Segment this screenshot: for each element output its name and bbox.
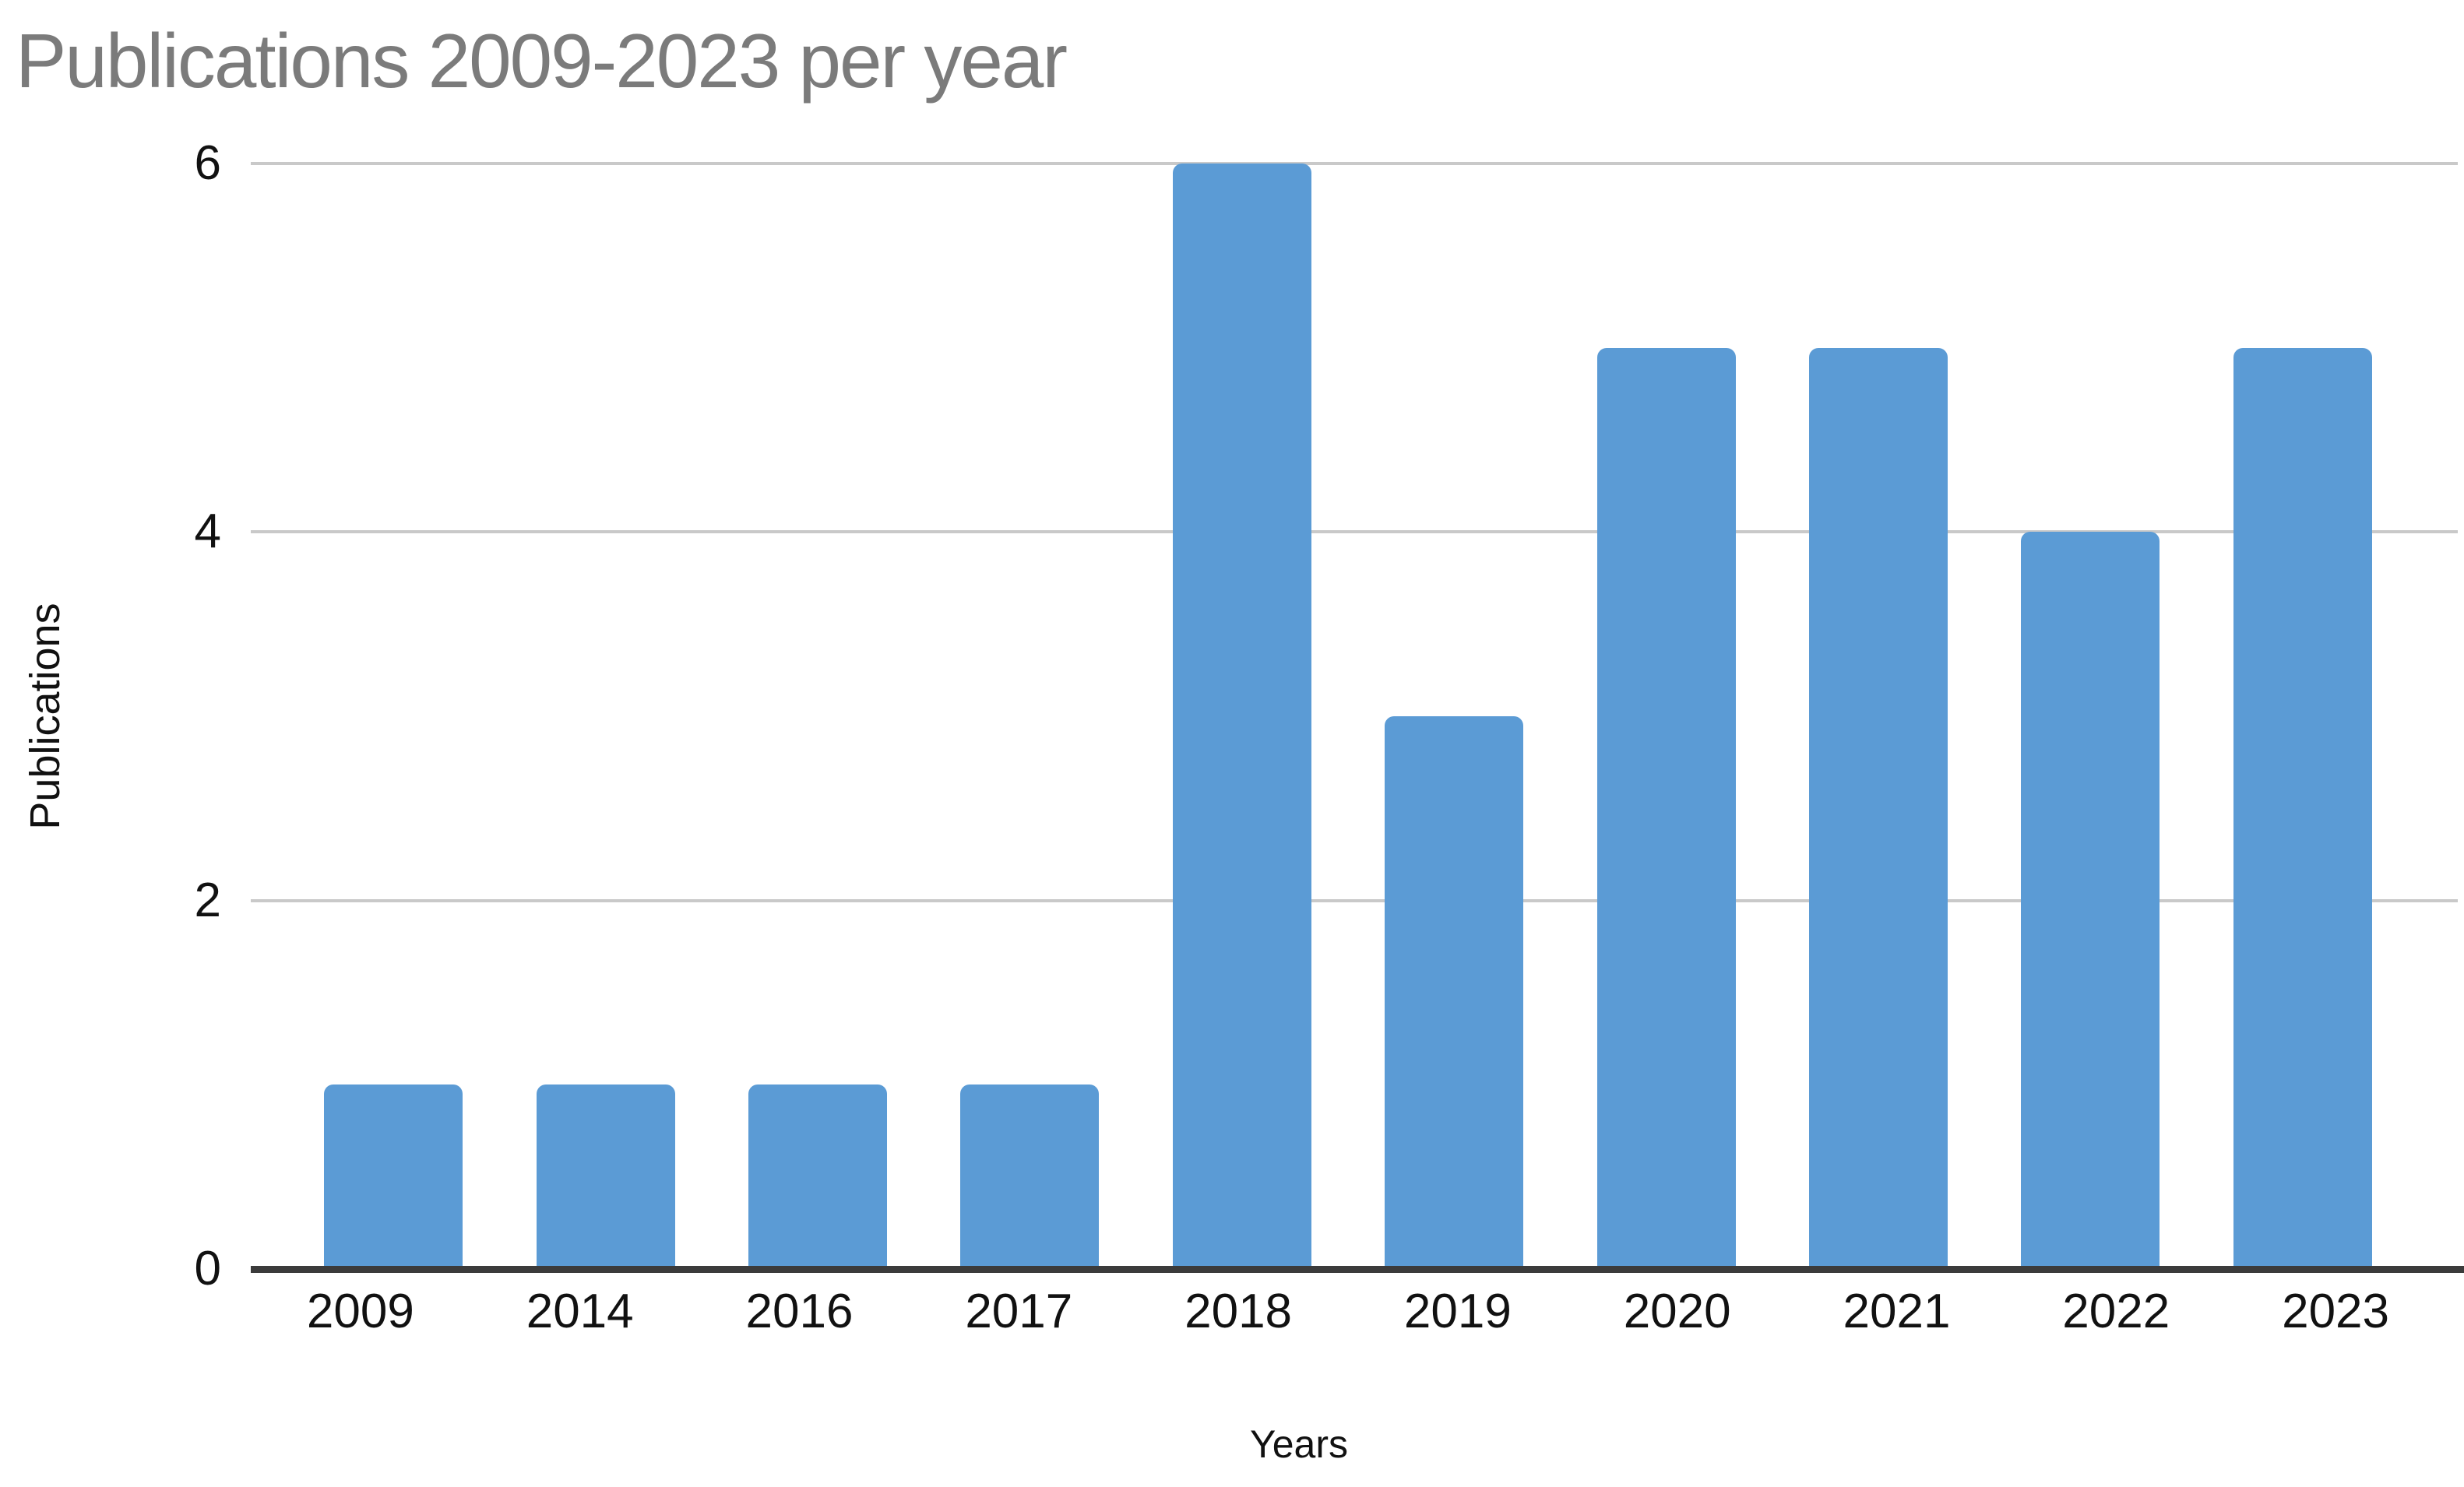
x-tick-label-2021: 2021 bbox=[1843, 1285, 1951, 1338]
y-tick-label-2: 2 bbox=[194, 873, 221, 927]
bars-layer bbox=[251, 163, 2445, 1269]
bar-2017 bbox=[960, 1084, 1100, 1269]
bar-2019 bbox=[1385, 716, 1524, 1269]
bar-2021 bbox=[1808, 347, 1948, 1269]
y-tick-label-4: 4 bbox=[194, 504, 221, 559]
x-tick-label-2009: 2009 bbox=[306, 1285, 414, 1338]
y-tick-label-0: 0 bbox=[194, 1242, 221, 1295]
bar-2020 bbox=[1596, 347, 1736, 1269]
gridline-y-6 bbox=[251, 162, 2458, 165]
x-tick-label-2017: 2017 bbox=[965, 1285, 1073, 1338]
bar-2022 bbox=[2021, 532, 2160, 1269]
x-tick-label-2020: 2020 bbox=[1623, 1285, 1731, 1338]
y-tick-label-6: 6 bbox=[194, 136, 221, 190]
bar-2016 bbox=[748, 1084, 888, 1269]
x-axis-tick-labels: 2009 2014 2016 2017 2018 2019 2020 2021 2022 2023 bbox=[251, 1286, 2445, 1338]
x-tick-label-2014: 2014 bbox=[526, 1285, 634, 1338]
bar-2014 bbox=[536, 1084, 675, 1269]
x-tick-label-2016: 2016 bbox=[745, 1285, 854, 1338]
chart-title: Publications 2009-2023 per year bbox=[16, 18, 1068, 104]
x-axis-line bbox=[251, 1266, 2464, 1273]
x-tick-label-2023: 2023 bbox=[2282, 1285, 2390, 1338]
gridline-y-2 bbox=[251, 898, 2458, 902]
y-axis-tick-labels: 0 2 4 6 bbox=[0, 137, 227, 1295]
bar-2023 bbox=[2233, 347, 2372, 1269]
x-axis-title: Years bbox=[1249, 1422, 1349, 1466]
x-tick-label-2018: 2018 bbox=[1184, 1285, 1293, 1338]
x-tick-label-2022: 2022 bbox=[2062, 1285, 2170, 1338]
x-tick-label-2019: 2019 bbox=[1403, 1285, 1512, 1338]
bar-2018 bbox=[1172, 163, 1311, 1269]
bar-2009 bbox=[324, 1084, 463, 1269]
plot-area bbox=[251, 162, 2458, 1269]
gridline-y-4 bbox=[251, 530, 2458, 534]
